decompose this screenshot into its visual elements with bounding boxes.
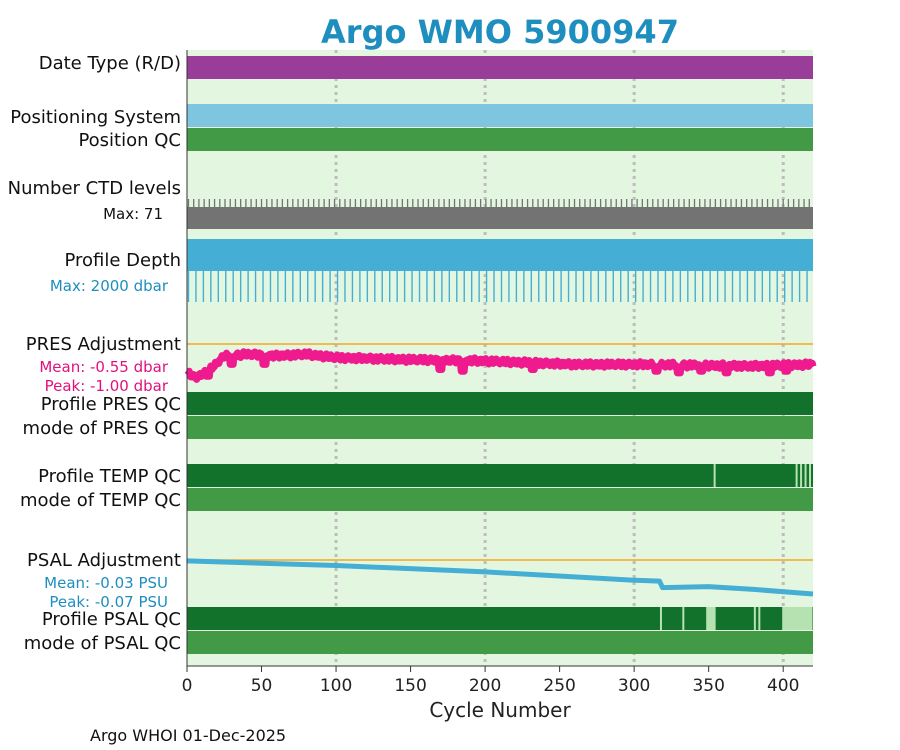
psal-qc-flag-381 [753,607,756,630]
date-type-band [187,56,813,79]
psal-qc-flag-400 [782,607,785,630]
mode-psal-qc-band [187,631,813,654]
psal-qc-flag-414 [803,607,806,630]
profile-depth-bar [187,239,813,271]
x-tick-label-250: 250 [543,676,575,696]
x-tick-label-400: 400 [767,676,799,696]
temp-qc-flag-418 [809,464,812,487]
psal-qc-flag-404 [788,607,791,630]
label-ctd-levels: Number CTD levels [8,178,181,199]
label-mode-pres-qc: mode of PRES QC [23,418,181,439]
label-mode-psal-qc: mode of PSAL QC [24,633,181,654]
psal-qc-flag-408 [794,607,797,630]
psal-qc-flag-403 [786,607,789,630]
psal-qc-flag-349 [706,607,709,630]
ctd-levels-plot [187,199,813,229]
psal-qc-flag-406 [791,607,794,630]
x-tick-label-300: 300 [618,676,650,696]
mode-temp-qc-band [187,488,813,511]
psal-qc-flag-401 [783,607,786,630]
psal-mean-label: Mean: -0.03 PSU [44,574,168,592]
label-psal-adjustment: PSAL Adjustment [27,550,181,571]
ctd-levels-bar [187,207,813,229]
profile-psal-qc-band [187,607,813,630]
x-tick-label-200: 200 [469,676,501,696]
depth-max-label: Max: 2000 dbar [50,277,169,295]
label-profile-depth: Profile Depth [64,250,181,271]
psal-qc-flag-405 [789,607,792,630]
psal-qc-flag-413 [801,607,804,630]
label-position-qc: Position QC [78,130,181,151]
psal-qc-flag-417 [807,607,810,630]
ctd-max-label: Max: 71 [103,205,163,223]
x-tick-label-50: 50 [251,676,273,696]
label-positioning-system: Positioning System [10,107,181,128]
temp-qc-flag-409 [795,464,798,487]
profile-pres-qc-band [187,392,813,415]
temp-qc-flag-354 [713,464,716,487]
psal-qc-flag-407 [792,607,795,630]
position-qc-band [187,128,813,151]
footer-credit: Argo WHOI 01-Dec-2025 [90,726,286,745]
psal-qc-flag-351 [709,607,712,630]
temp-qc-flags [713,464,812,487]
pres-peak-label: Peak: -1.00 dbar [45,377,169,395]
label-pres-adjustment: PRES Adjustment [26,334,181,355]
x-tick-label-100: 100 [320,676,352,696]
x-axis-ticks: 0 50 100 150 200 250 300 350 400 [182,666,799,696]
x-axis-label: Cycle Number [429,698,571,722]
psal-adjustment-series [186,558,814,597]
chart-title: Argo WMO 5900947 [321,13,679,51]
psal-qc-flag-318 [659,607,662,630]
mode-pres-qc-band [187,416,813,439]
temp-qc-flag-412 [800,464,803,487]
psal-peak-label: Peak: -0.07 PSU [49,593,168,611]
label-profile-psal-qc: Profile PSAL QC [42,609,181,630]
profile-temp-qc-band [187,464,813,487]
psal-qc-flag-412 [800,607,803,630]
psal-qc-flags [659,607,813,630]
psal-qc-flag-409 [795,607,798,630]
x-tick-label-350: 350 [692,676,724,696]
temp-qc-flag-415 [804,464,807,487]
x-tick-label-150: 150 [394,676,426,696]
psal-qc-flag-416 [806,607,809,630]
psal-qc-flag-410 [797,607,800,630]
psal-qc-flag-353 [712,607,715,630]
psal-qc-flag-384 [758,607,761,630]
label-profile-temp-qc: Profile TEMP QC [38,466,181,487]
label-mode-temp-qc: mode of TEMP QC [20,490,181,511]
psal-qc-flag-354 [713,607,716,630]
x-tick-label-0: 0 [182,676,193,696]
psal-qc-flag-402 [785,607,788,630]
label-profile-pres-qc: Profile PRES QC [41,394,181,415]
psal-qc-flag-333 [682,607,685,630]
psal-qc-flag-411 [798,607,801,630]
pres-mean-label: Mean: -0.55 dbar [39,358,169,376]
positioning-system-band [187,104,813,127]
label-date-type: Date Type (R/D) [39,53,181,74]
psal-qc-flag-352 [710,607,713,630]
psal-qc-flag-419 [810,607,813,630]
pres-adjustment-series [184,348,817,383]
profile-depth-plot [187,239,813,302]
psal-qc-flag-418 [809,607,812,630]
psal-qc-flag-350 [707,607,710,630]
psal-qc-flag-415 [804,607,807,630]
